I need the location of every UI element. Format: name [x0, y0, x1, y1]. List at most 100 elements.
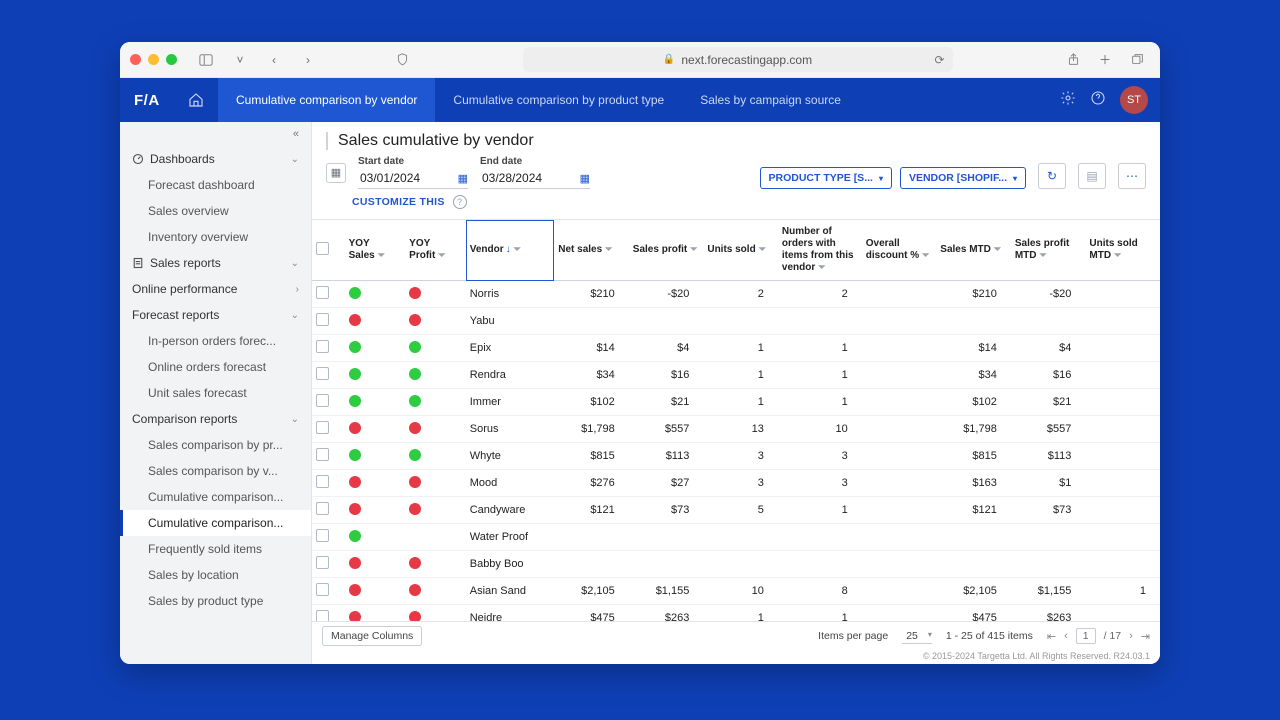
sidebar-item[interactable]: In-person orders forec...: [120, 328, 311, 354]
manage-columns-button[interactable]: Manage Columns: [322, 626, 422, 646]
nav-forward[interactable]: ›: [295, 49, 321, 71]
sidebar-group[interactable]: Comparison reports⌄: [120, 406, 311, 432]
data-table-wrap[interactable]: YOY Sales⏷YOY Profit⏷Vendor↓⏷Net sales⏷S…: [312, 219, 1160, 621]
column-header[interactable]: Sales profit MTD⏷: [1011, 220, 1086, 281]
sidebar-item[interactable]: Sales comparison by v...: [120, 458, 311, 484]
row-checkbox[interactable]: [316, 421, 329, 434]
table-row[interactable]: Sorus$1,798$5571310$1,798$557: [312, 416, 1160, 443]
home-button[interactable]: [174, 92, 218, 108]
column-header[interactable]: YOY Profit⏷: [405, 220, 466, 281]
select-all-checkbox[interactable]: [316, 242, 329, 255]
address-bar[interactable]: 🔒 next.forecastingapp.com ⟳: [523, 47, 953, 72]
last-page[interactable]: ⇥: [1141, 630, 1150, 643]
sidebar-group[interactable]: Online performance›: [120, 276, 311, 302]
table-row[interactable]: Norris$210-$2022$210-$20: [312, 281, 1160, 308]
table-row[interactable]: Epix$14$411$14$4: [312, 335, 1160, 362]
filter-pill[interactable]: PRODUCT TYPE [S...▾: [760, 167, 892, 189]
filter-icon[interactable]: ⏷: [514, 244, 521, 254]
row-checkbox[interactable]: [316, 475, 329, 488]
row-checkbox[interactable]: [316, 394, 329, 407]
filter-icon[interactable]: ⏷: [994, 244, 1001, 254]
minimize-window[interactable]: [148, 54, 159, 65]
table-row[interactable]: Mood$276$2733$163$1: [312, 470, 1160, 497]
filter-icon[interactable]: ⏷: [438, 250, 445, 260]
top-tab[interactable]: Sales by campaign source: [682, 78, 859, 122]
sidebar-item[interactable]: Online orders forecast: [120, 354, 311, 380]
column-header[interactable]: Vendor↓⏷: [466, 220, 555, 281]
sidebar-item[interactable]: Frequently sold items: [120, 536, 311, 562]
chevron-down-icon[interactable]: ˅: [227, 49, 253, 71]
row-checkbox[interactable]: [316, 367, 329, 380]
filter-pill[interactable]: VENDOR [SHOPIF...▾: [900, 167, 1026, 189]
sidebar-item[interactable]: Inventory overview: [120, 224, 311, 250]
date-range-icon[interactable]: ▦: [326, 163, 346, 183]
column-header[interactable]: Units sold MTD⏷: [1085, 220, 1160, 281]
column-header[interactable]: Units sold⏷: [703, 220, 778, 281]
row-checkbox[interactable]: [316, 313, 329, 326]
end-date-field[interactable]: End date 03/28/2024▦: [480, 156, 590, 189]
close-window[interactable]: [130, 54, 141, 65]
next-page[interactable]: ›: [1129, 630, 1133, 642]
sidebar-item[interactable]: Cumulative comparison...: [120, 510, 311, 536]
sidebar-item[interactable]: Sales overview: [120, 198, 311, 224]
sidebar-item[interactable]: Cumulative comparison...: [120, 484, 311, 510]
filter-icon[interactable]: ⏷: [690, 244, 697, 254]
user-avatar[interactable]: ST: [1120, 86, 1148, 114]
row-checkbox[interactable]: [316, 286, 329, 299]
sidebar-item[interactable]: Forecast dashboard: [120, 172, 311, 198]
table-row[interactable]: Rendra$34$1611$34$16: [312, 362, 1160, 389]
sidebar-toggle-icon[interactable]: [193, 49, 219, 71]
column-header[interactable]: [312, 220, 345, 281]
table-row[interactable]: Babby Boo: [312, 551, 1160, 578]
top-tab[interactable]: Cumulative comparison by vendor: [218, 78, 435, 122]
filter-icon[interactable]: ⏷: [1040, 250, 1047, 260]
filter-icon[interactable]: ⏷: [922, 250, 929, 260]
row-checkbox[interactable]: [316, 502, 329, 515]
sidebar-group[interactable]: Forecast reports⌄: [120, 302, 311, 328]
filter-icon[interactable]: ⏷: [1114, 250, 1121, 260]
start-date-field[interactable]: Start date 03/01/2024▦: [358, 156, 468, 189]
row-checkbox[interactable]: [316, 610, 329, 621]
reload-icon[interactable]: ⟳: [934, 53, 944, 67]
new-tab-icon[interactable]: ＋: [1092, 49, 1118, 71]
sidebar-item[interactable]: Sales by location: [120, 562, 311, 588]
nav-back[interactable]: ‹: [261, 49, 287, 71]
sidebar-group[interactable]: Dashboards⌄: [120, 146, 311, 172]
row-checkbox[interactable]: [316, 556, 329, 569]
sidebar-item[interactable]: Sales by product type: [120, 588, 311, 614]
help-icon[interactable]: [1090, 90, 1106, 111]
prev-page[interactable]: ‹: [1064, 630, 1068, 642]
grid-button[interactable]: ▤: [1078, 163, 1106, 189]
column-header[interactable]: Sales profit⏷: [629, 220, 704, 281]
share-icon[interactable]: [1060, 49, 1086, 71]
row-checkbox[interactable]: [316, 448, 329, 461]
first-page[interactable]: ⇤: [1047, 630, 1056, 643]
row-checkbox[interactable]: [316, 340, 329, 353]
shield-icon[interactable]: [389, 49, 415, 71]
filter-icon[interactable]: ⏷: [818, 262, 825, 272]
column-header[interactable]: Sales MTD⏷: [936, 220, 1011, 281]
row-checkbox[interactable]: [316, 529, 329, 542]
gear-icon[interactable]: [1060, 90, 1076, 111]
tab-overview-icon[interactable]: [1124, 49, 1150, 71]
sidebar-item[interactable]: Sales comparison by pr...: [120, 432, 311, 458]
collapse-sidebar[interactable]: «: [120, 122, 311, 146]
table-row[interactable]: Immer$102$2111$102$21: [312, 389, 1160, 416]
column-header[interactable]: Overall discount %⏷: [862, 220, 937, 281]
column-header[interactable]: Net sales⏷: [554, 220, 629, 281]
sidebar-item[interactable]: Unit sales forecast: [120, 380, 311, 406]
calendar-icon[interactable]: ▦: [458, 172, 468, 185]
top-tab[interactable]: Cumulative comparison by product type: [435, 78, 682, 122]
items-per-page-select[interactable]: 25 ▾: [902, 629, 932, 644]
column-header[interactable]: YOY Sales⏷: [345, 220, 406, 281]
row-checkbox[interactable]: [316, 583, 329, 596]
table-row[interactable]: Whyte$815$11333$815$113: [312, 443, 1160, 470]
page-input[interactable]: 1: [1076, 628, 1096, 644]
maximize-window[interactable]: [166, 54, 177, 65]
filter-icon[interactable]: ⏷: [605, 244, 612, 254]
column-header[interactable]: Number of orders with items from this ve…: [778, 220, 862, 281]
customize-link[interactable]: CUSTOMIZE THIS ?: [326, 189, 1146, 219]
filter-icon[interactable]: ⏷: [378, 250, 385, 260]
table-row[interactable]: Neidre$475$26311$475$263: [312, 605, 1160, 622]
more-button[interactable]: ⋯: [1118, 163, 1146, 189]
